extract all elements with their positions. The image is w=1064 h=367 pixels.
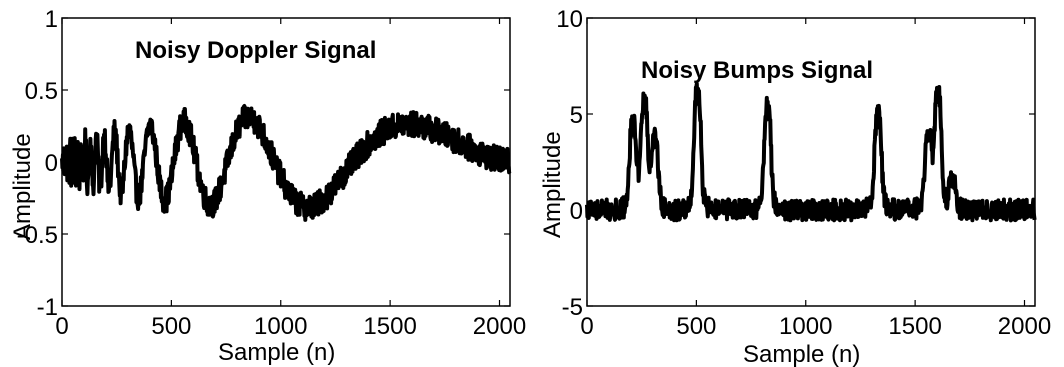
doppler-x-tick-label: 1000 xyxy=(254,313,307,340)
bumps-series-line xyxy=(585,81,1037,223)
doppler-series-line xyxy=(60,104,512,222)
bumps-y-tick-label: 10 xyxy=(556,6,583,33)
bumps-y-tick-label: 5 xyxy=(570,102,583,129)
bumps-chart-title: Noisy Bumps Signal xyxy=(641,57,873,84)
doppler-x-axis-label: Sample (n) xyxy=(218,339,335,366)
doppler-x-tick-label: 1500 xyxy=(363,313,416,340)
bumps-y-tick-label: 0 xyxy=(570,198,583,225)
doppler-x-tick-label: 500 xyxy=(151,313,191,340)
doppler-y-tick-label: 1 xyxy=(45,6,58,33)
bumps-x-tick-label: 2000 xyxy=(998,313,1051,340)
bumps-x-tick-label: 0 xyxy=(580,313,593,340)
bumps-x-tick-label: 1000 xyxy=(779,313,832,340)
doppler-x-tick-label: 0 xyxy=(55,313,68,340)
bumps-plot-area xyxy=(585,81,1037,223)
doppler-x-tick-label: 2000 xyxy=(473,313,526,340)
doppler-y-tick-label: -1 xyxy=(37,294,58,321)
doppler-y-axis-label: Amplitude xyxy=(9,133,36,240)
doppler-y-tick-label: 0 xyxy=(45,150,58,177)
bumps-x-tick-label: 1500 xyxy=(888,313,941,340)
doppler-plot-area xyxy=(60,104,512,222)
doppler-y-tick-label: 0.5 xyxy=(25,78,58,105)
bumps-y-axis-label: Amplitude xyxy=(539,131,566,238)
doppler-ticks: 0 500 1000 1500 2000 -1 -0.5 0 0.5 1 xyxy=(17,6,527,340)
doppler-chart-title: Noisy Doppler Signal xyxy=(135,37,376,64)
doppler-y-tick-label: -0.5 xyxy=(17,222,58,249)
doppler-chart: 0 500 1000 1500 2000 -1 -0.5 0 0.5 1 Noisy Dopple… xyxy=(9,6,526,366)
bumps-x-tick-label: 500 xyxy=(676,313,716,340)
bumps-y-tick-label: -5 xyxy=(562,294,583,321)
bumps-x-axis-label: Sample (n) xyxy=(743,341,860,367)
bumps-axes-frame xyxy=(586,17,1036,307)
